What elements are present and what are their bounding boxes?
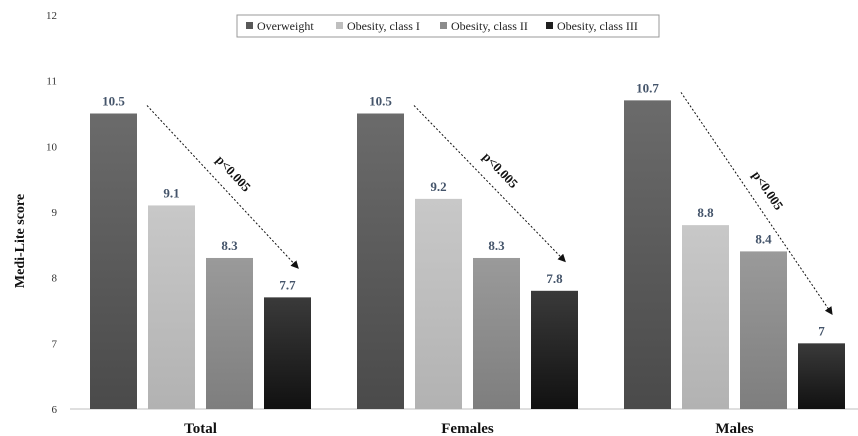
data-label: 8.4 bbox=[755, 231, 772, 246]
legend-swatch bbox=[336, 22, 343, 29]
legend-swatch bbox=[440, 22, 447, 29]
y-axis-title: Medi-Lite score bbox=[13, 194, 28, 288]
data-label: 8.8 bbox=[697, 205, 714, 220]
p-value-annotation: p<0.005 bbox=[213, 152, 254, 195]
category-label: Females bbox=[441, 421, 494, 436]
bar-males-3 bbox=[798, 343, 845, 409]
data-label: 7.7 bbox=[279, 277, 296, 292]
y-axis-ticks: 6 7 8 9 10 11 12 bbox=[46, 10, 58, 416]
y-tick-label: 7 bbox=[52, 338, 58, 350]
data-label: 8.3 bbox=[488, 238, 505, 253]
legend: Overweight Obesity, class I Obesity, class… bbox=[236, 14, 660, 38]
trend-arrow bbox=[413, 105, 566, 263]
data-label: 7.8 bbox=[546, 271, 563, 286]
bar-males-0 bbox=[624, 100, 671, 409]
legend-swatch bbox=[546, 22, 553, 29]
data-label: 7 bbox=[818, 323, 825, 338]
y-tick-label: 6 bbox=[52, 404, 58, 416]
data-label: 10.5 bbox=[369, 94, 392, 109]
bar-females-2 bbox=[473, 257, 520, 409]
legend-box bbox=[236, 14, 660, 38]
y-tick-label: 10 bbox=[46, 141, 58, 153]
category-label: Total bbox=[184, 421, 217, 436]
bar-females-0 bbox=[357, 113, 404, 409]
category-labels: Total Females Males bbox=[184, 421, 754, 436]
data-label: 10.5 bbox=[102, 94, 125, 109]
data-label: 9.2 bbox=[430, 179, 446, 194]
category-label: Males bbox=[715, 421, 753, 436]
bar-females-3 bbox=[531, 290, 578, 409]
y-tick-label: 8 bbox=[52, 273, 58, 285]
bar-total-0 bbox=[90, 113, 137, 409]
y-tick-label: 12 bbox=[46, 10, 57, 22]
y-tick-label: 9 bbox=[52, 207, 58, 219]
bar-total-1 bbox=[148, 205, 195, 409]
legend-swatch bbox=[246, 22, 253, 29]
data-label: 10.7 bbox=[636, 80, 659, 95]
y-tick-label: 11 bbox=[46, 76, 57, 88]
bar-total-3 bbox=[264, 297, 311, 409]
bar-males-1 bbox=[682, 225, 729, 409]
bar-total-2 bbox=[206, 257, 253, 409]
legend-label: Obesity, class II bbox=[451, 19, 528, 33]
trend-arrow bbox=[146, 105, 299, 269]
legend-label: Overweight bbox=[257, 19, 314, 33]
bar-males-2 bbox=[740, 251, 787, 409]
trend-arrow bbox=[680, 92, 833, 315]
data-labels: 10.5 9.1 8.3 7.7 10.5 9.2 8.3 7.8 10.7 8.8 8.4 7 bbox=[102, 80, 825, 338]
bar-groups bbox=[90, 100, 845, 409]
bar-females-1 bbox=[415, 198, 462, 409]
legend-label: Obesity, class I bbox=[347, 19, 420, 33]
p-value-annotation: p<0.005 bbox=[749, 168, 786, 213]
p-value-annotation: p<0.005 bbox=[480, 149, 522, 191]
legend-label: Obesity, class III bbox=[557, 19, 638, 33]
data-label: 8.3 bbox=[221, 238, 238, 253]
data-label: 9.1 bbox=[163, 185, 179, 200]
